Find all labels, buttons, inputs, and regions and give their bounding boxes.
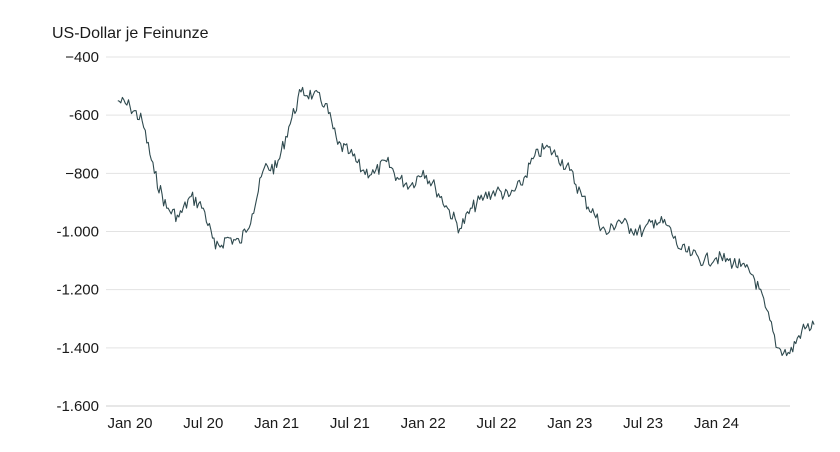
y-axis-unit-label: US-Dollar je Feinunze bbox=[52, 25, 209, 42]
x-tick-label: Jul 20 bbox=[183, 415, 223, 432]
y-tick-label: -1.000 bbox=[56, 224, 99, 241]
x-tick-label: Jan 20 bbox=[107, 415, 152, 432]
x-tick-label: Jan 23 bbox=[547, 415, 592, 432]
y-tick-label: -1.400 bbox=[56, 340, 99, 357]
x-tick-label: Jul 21 bbox=[330, 415, 370, 432]
y-tick-label: −400 bbox=[65, 49, 99, 66]
series-group bbox=[117, 86, 815, 357]
y-tick-label: -600 bbox=[69, 107, 99, 124]
y-axis-ticks: −400 -600 −800 -1.000 -1.200 -1.400 -1.600 bbox=[56, 49, 99, 415]
x-tick-label: Jan 21 bbox=[254, 415, 299, 432]
x-tick-label: Jul 22 bbox=[476, 415, 516, 432]
y-tick-label: -1.200 bbox=[56, 282, 99, 299]
series-line bbox=[117, 86, 815, 357]
x-tick-label: Jan 22 bbox=[401, 415, 446, 432]
x-tick-label: Jan 24 bbox=[694, 415, 739, 432]
y-tick-label: -1.600 bbox=[56, 398, 99, 415]
gridlines bbox=[106, 56, 790, 407]
y-tick-label: −800 bbox=[65, 165, 99, 182]
x-tick-label: Jul 23 bbox=[623, 415, 663, 432]
x-axis-ticks: Jan 20 Jul 20 Jan 21 Jul 21 Jan 22 Jul 22 Jan … bbox=[107, 415, 738, 432]
